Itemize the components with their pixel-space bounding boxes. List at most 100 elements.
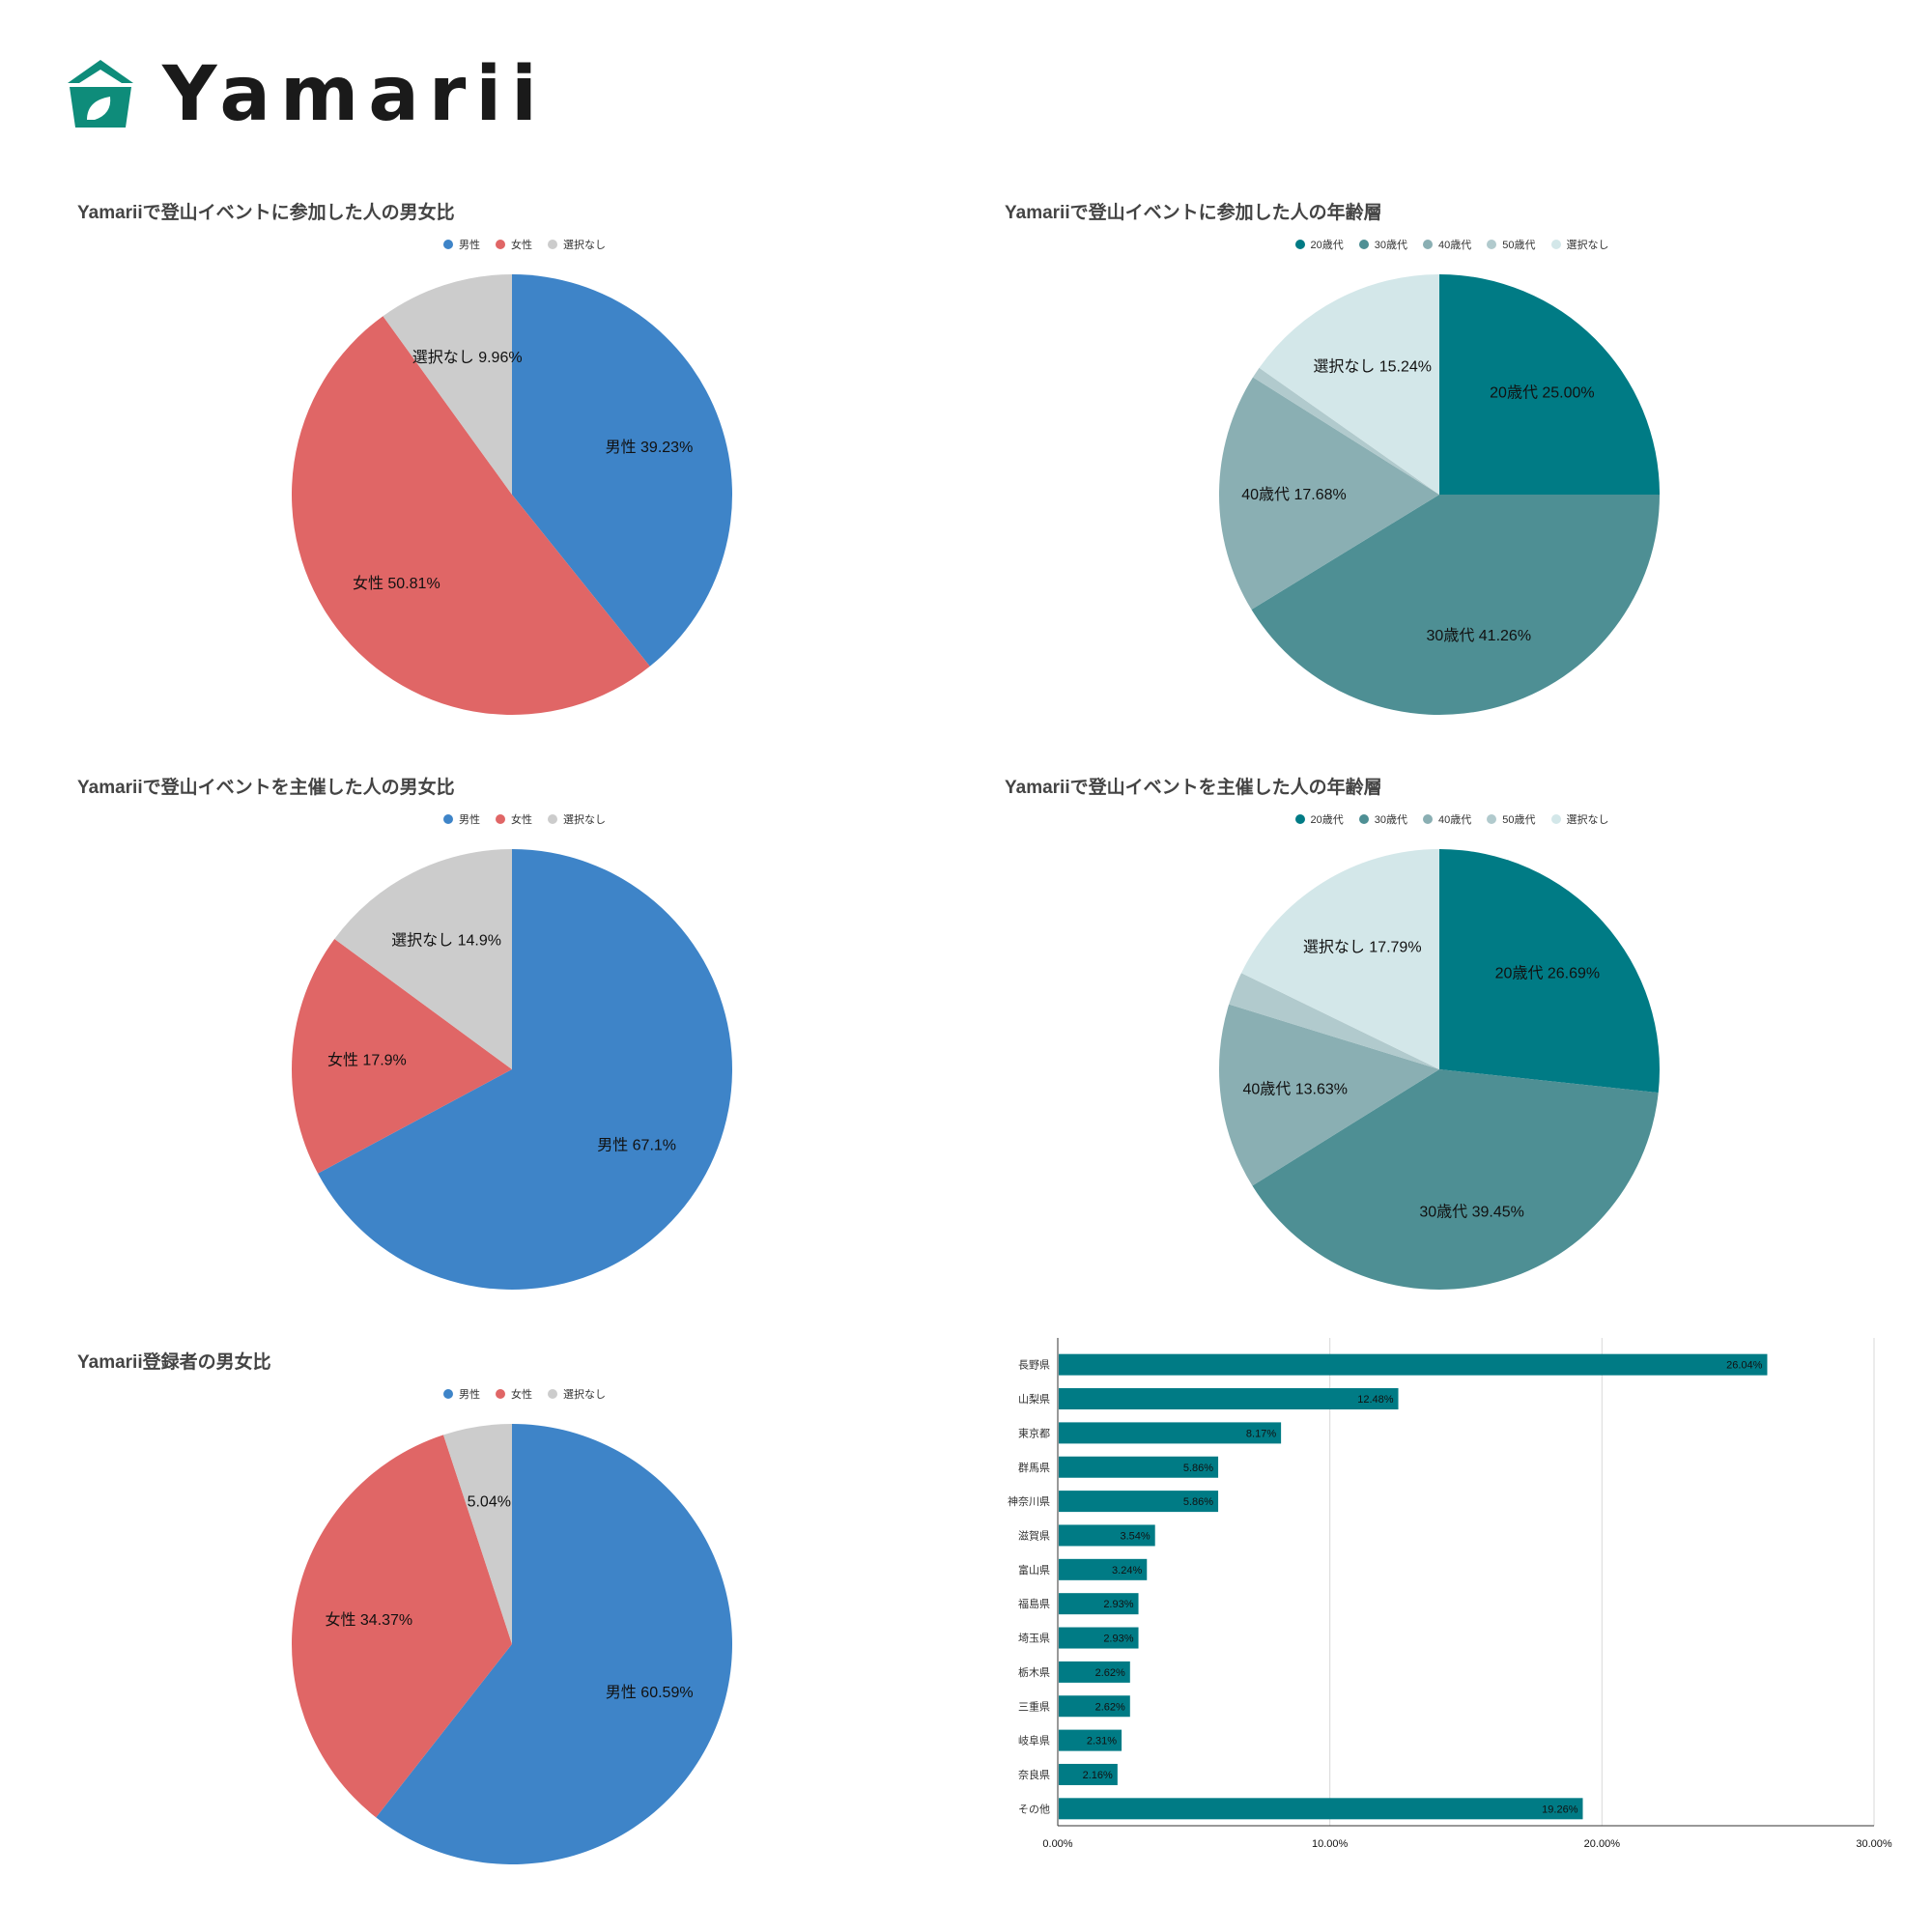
slice-label: 女性 34.37% xyxy=(325,1610,412,1629)
chart-legend: 男性 女性 選択なし xyxy=(66,237,983,252)
legend-swatch xyxy=(443,814,453,824)
bar-value-label: 3.24% xyxy=(1112,1565,1142,1577)
prefecture-bar-chart: 0.00% 10.00% 20.00% 30.00% 長野県 26.04% 山梨県 12.48… xyxy=(976,1338,1922,1860)
legend-swatch xyxy=(496,814,505,824)
slice-label: 30歳代 39.45% xyxy=(1419,1204,1524,1221)
pie-slice xyxy=(291,316,650,716)
pie-chart: 男性 60.59% 女性 34.37% 5.04% xyxy=(292,1424,732,1864)
legend-label: 男性 xyxy=(459,240,480,251)
legend-label: 女性 xyxy=(511,814,532,826)
legend-label: 選択なし xyxy=(563,1389,606,1401)
pie-chart: 男性 39.23% 女性 50.81% 選択なし 9.96% xyxy=(291,274,732,716)
legend-item: 20歳代 xyxy=(1294,237,1344,252)
pie-slice xyxy=(1219,377,1439,611)
legend-label: 30歳代 xyxy=(1374,240,1407,251)
legend-item: 20歳代 xyxy=(1294,811,1344,827)
legend-label: 女性 xyxy=(511,1389,532,1401)
category-label: 山梨県 xyxy=(1018,1392,1050,1406)
slice-label: 選択なし 9.96% xyxy=(412,349,523,366)
bar xyxy=(1059,1524,1155,1547)
slice-label: 30歳代 41.26% xyxy=(1427,627,1532,644)
legend-label: 選択なし xyxy=(563,814,606,826)
legend-item: 選択なし xyxy=(1550,237,1609,252)
slice-label: 男性 60.59% xyxy=(606,1684,694,1701)
legend-label: 20歳代 xyxy=(1310,814,1344,826)
pie-slice xyxy=(442,1424,512,1644)
brand-logo: Yamarii xyxy=(66,56,547,133)
category-label: 福島県 xyxy=(1018,1597,1050,1610)
legend-swatch xyxy=(1423,814,1433,824)
slice-label: 5.04% xyxy=(468,1493,511,1510)
legend-swatch xyxy=(1294,814,1305,824)
slice-label: 20歳代 25.00% xyxy=(1490,384,1595,402)
legend-label: 男性 xyxy=(459,1389,480,1401)
category-label: 滋賀県 xyxy=(1018,1529,1050,1542)
chart-legend: 20歳代 30歳代 40歳代 50歳代 選択なし xyxy=(993,237,1911,252)
slice-label: 男性 39.23% xyxy=(606,439,694,456)
category-label: 神奈川県 xyxy=(1008,1494,1050,1508)
pie-slice xyxy=(1439,849,1660,1094)
bar xyxy=(1059,1695,1130,1718)
category-label: 奈良県 xyxy=(1018,1768,1050,1781)
legend-label: 30歳代 xyxy=(1374,814,1407,826)
pie-slice xyxy=(318,849,732,1290)
pie-slice xyxy=(383,274,512,495)
legend-swatch xyxy=(443,1389,453,1399)
pie-chart: 20歳代 25.00% 30歳代 41.26% 40歳代 17.68% 選択なし 15… xyxy=(1219,274,1660,716)
slice-label: 20歳代 26.69% xyxy=(1495,964,1601,981)
bar xyxy=(1059,1353,1768,1376)
legend-swatch xyxy=(1358,240,1369,249)
chart-legend: 男性 女性 選択なし xyxy=(66,1386,983,1402)
pie-slice xyxy=(1251,495,1660,716)
bar-value-label: 19.26% xyxy=(1542,1804,1578,1815)
bar-value-label: 2.62% xyxy=(1095,1701,1125,1713)
chart-title: Yamariiで登山イベントに参加した人の男女比 xyxy=(77,203,455,223)
legend-swatch xyxy=(443,240,453,249)
bar-value-label: 2.62% xyxy=(1095,1667,1125,1679)
pie-slice xyxy=(1439,274,1660,495)
legend-label: 選択なし xyxy=(1566,240,1609,251)
legend-item: 選択なし xyxy=(1550,811,1609,827)
category-label: 東京都 xyxy=(1018,1426,1050,1439)
category-label: 岐阜県 xyxy=(1018,1735,1050,1747)
legend-item: 男性 xyxy=(443,1386,480,1402)
bar xyxy=(1059,1763,1118,1785)
bar xyxy=(1059,1558,1148,1580)
legend-label: 20歳代 xyxy=(1310,240,1344,251)
participant-age-chart: Yamariiで登山イベントに参加した人の年齢層 20歳代 30歳代 40歳代 50歳… xyxy=(993,198,1911,758)
pie-slice xyxy=(334,849,512,1069)
legend-item: 女性 xyxy=(496,1386,532,1402)
bar xyxy=(1059,1798,1583,1820)
bar xyxy=(1059,1422,1282,1444)
slice-label: 選択なし 15.24% xyxy=(1313,357,1432,375)
pie-slice xyxy=(376,1424,732,1864)
bar-value-label: 8.17% xyxy=(1246,1428,1276,1439)
bar xyxy=(1059,1456,1219,1478)
pie-chart: 20歳代 26.69% 30歳代 39.45% 40歳代 13.63% 選択なし 17… xyxy=(1219,849,1660,1290)
chart-title: Yamariiで登山イベントを主催した人の男女比 xyxy=(77,778,455,798)
bar-value-label: 3.54% xyxy=(1121,1530,1151,1542)
legend-swatch xyxy=(1358,814,1369,824)
pie-slice xyxy=(1259,274,1439,495)
organizer-age-chart: Yamariiで登山イベントを主催した人の年齢層 20歳代 30歳代 40歳代 50歳… xyxy=(993,773,1911,1333)
organizer-gender-chart: Yamariiで登山イベントを主催した人の男女比 男性 女性 選択なし 男性 67.… xyxy=(66,773,983,1333)
pie-slice xyxy=(1240,849,1439,1069)
pie-slice xyxy=(512,274,732,667)
bar xyxy=(1059,1729,1122,1751)
legend-swatch xyxy=(1294,240,1305,249)
slice-label: 40歳代 13.63% xyxy=(1243,1080,1349,1097)
legend-label: 男性 xyxy=(459,814,480,826)
legend-swatch xyxy=(1550,814,1561,824)
legend-item: 30歳代 xyxy=(1358,811,1407,827)
legend-item: 50歳代 xyxy=(1487,811,1536,827)
x-tick-label: 10.00% xyxy=(1312,1838,1349,1850)
chart-legend: 20歳代 30歳代 40歳代 50歳代 選択なし xyxy=(993,811,1911,827)
bar-value-label: 2.16% xyxy=(1083,1770,1113,1781)
bar xyxy=(1059,1627,1139,1649)
category-label: その他 xyxy=(1018,1803,1050,1815)
pie-slice xyxy=(1252,1069,1659,1290)
legend-swatch xyxy=(548,814,557,824)
bar-value-label: 26.04% xyxy=(1726,1360,1763,1372)
bar xyxy=(1059,1491,1219,1513)
bar-value-label: 12.48% xyxy=(1357,1394,1394,1406)
